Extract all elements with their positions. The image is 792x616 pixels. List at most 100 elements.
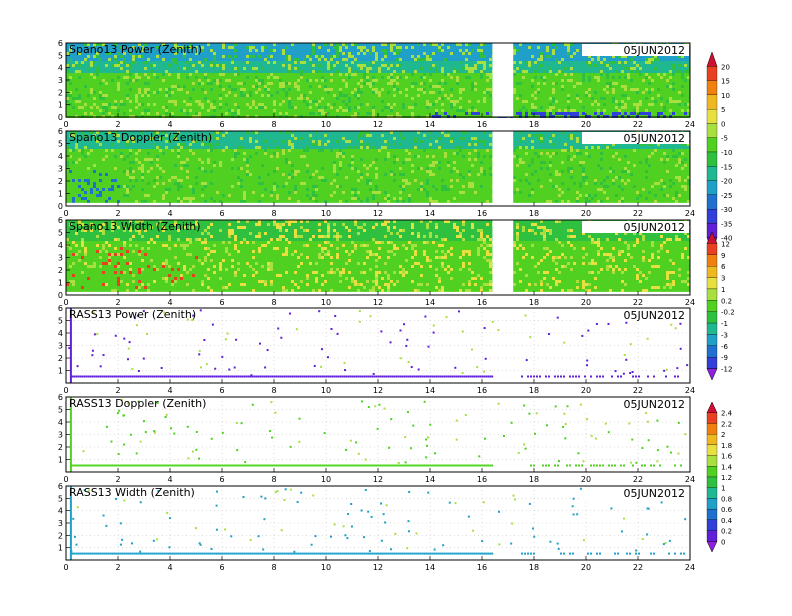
heatmap-cell <box>411 76 414 79</box>
heatmap-cell <box>405 49 408 52</box>
heatmap-cell <box>465 49 468 52</box>
heatmap-cell <box>639 79 642 82</box>
heatmap-cell <box>213 91 216 94</box>
heatmap-cell <box>189 97 192 100</box>
heatmap-cell <box>375 55 378 58</box>
heatmap-cell <box>426 46 429 49</box>
heatmap-cell <box>243 55 246 58</box>
heatmap-cell <box>150 100 153 103</box>
heatmap-cell <box>651 58 654 61</box>
heatmap-cell <box>651 103 654 106</box>
heatmap-cell <box>135 61 138 64</box>
heatmap-cell <box>333 97 336 100</box>
heatmap-cell <box>333 103 336 106</box>
heatmap-cell <box>351 64 354 67</box>
heatmap-cell <box>108 61 111 64</box>
heatmap-cell <box>528 94 531 97</box>
heatmap-cell <box>450 76 453 79</box>
heatmap-cell <box>456 55 459 58</box>
heatmap-cell <box>639 55 642 58</box>
heatmap-cell <box>375 103 378 106</box>
heatmap-cell <box>447 109 450 112</box>
heatmap-cell <box>570 76 573 79</box>
heatmap-cell <box>321 61 324 64</box>
heatmap-cell <box>186 100 189 103</box>
heatmap-cell <box>285 94 288 97</box>
heatmap-cell <box>621 103 624 106</box>
heatmap-cell <box>606 79 609 82</box>
heatmap-cell <box>261 97 264 100</box>
heatmap-cell <box>288 76 291 79</box>
heatmap-cell <box>432 112 435 115</box>
heatmap-cell <box>327 70 330 73</box>
heatmap-cell <box>513 79 516 82</box>
heatmap-cell <box>264 103 267 106</box>
heatmap-cell <box>402 97 405 100</box>
heatmap-cell <box>549 109 552 112</box>
heatmap-cell <box>615 58 618 61</box>
heatmap-cell <box>420 67 423 70</box>
heatmap-cell <box>165 55 168 58</box>
heatmap-cell <box>462 103 465 106</box>
heatmap-cell <box>135 73 138 76</box>
heatmap-cell <box>369 73 372 76</box>
heatmap-cell <box>327 61 330 64</box>
heatmap-cell <box>660 100 663 103</box>
heatmap-cell <box>156 82 159 85</box>
heatmap-cell <box>225 67 228 70</box>
heatmap-cell <box>303 58 306 61</box>
heatmap-cell <box>156 58 159 61</box>
heatmap-cell <box>474 73 477 76</box>
heatmap-cell <box>108 76 111 79</box>
heatmap-cell <box>420 58 423 61</box>
heatmap-cell <box>552 91 555 94</box>
heatmap-cell <box>204 73 207 76</box>
heatmap-cell <box>132 79 135 82</box>
heatmap-cell <box>366 109 369 112</box>
heatmap-cell <box>516 112 519 115</box>
heatmap-cell <box>330 79 333 82</box>
heatmap-cell <box>138 79 141 82</box>
heatmap-cell <box>393 106 396 109</box>
heatmap-cell <box>279 64 282 67</box>
heatmap-cell <box>459 58 462 61</box>
heatmap-cell <box>615 64 618 67</box>
heatmap-cell <box>273 73 276 76</box>
heatmap-cell <box>576 112 579 115</box>
heatmap-cell <box>117 91 120 94</box>
heatmap-cell <box>219 112 222 115</box>
heatmap-cell <box>138 112 141 115</box>
heatmap-cell <box>87 109 90 112</box>
heatmap-cell <box>300 79 303 82</box>
heatmap-cell <box>393 67 396 70</box>
heatmap-cell <box>468 64 471 67</box>
heatmap-cell <box>654 109 657 112</box>
heatmap-cell <box>516 52 519 55</box>
heatmap-cell <box>318 76 321 79</box>
heatmap-cell <box>105 43 108 46</box>
heatmap-cell <box>174 76 177 79</box>
heatmap-cell <box>354 112 357 115</box>
heatmap-cell <box>432 91 435 94</box>
heatmap-cell <box>312 43 315 46</box>
heatmap-cell <box>186 82 189 85</box>
heatmap-cell <box>183 91 186 94</box>
heatmap-cell <box>591 79 594 82</box>
heatmap-cell <box>636 106 639 109</box>
heatmap-cell <box>441 76 444 79</box>
heatmap-cell <box>264 79 267 82</box>
heatmap-cell <box>489 85 492 88</box>
heatmap-cell <box>534 67 537 70</box>
heatmap-cell <box>201 106 204 109</box>
heatmap-cell <box>180 55 183 58</box>
heatmap-cell <box>543 73 546 76</box>
heatmap-cell <box>627 70 630 73</box>
heatmap-cell <box>252 106 255 109</box>
heatmap-cell <box>228 52 231 55</box>
heatmap-cell <box>567 64 570 67</box>
heatmap-cell <box>81 109 84 112</box>
heatmap-cell <box>615 55 618 58</box>
heatmap-cell <box>513 100 516 103</box>
heatmap-cell <box>423 52 426 55</box>
heatmap-cell <box>360 106 363 109</box>
